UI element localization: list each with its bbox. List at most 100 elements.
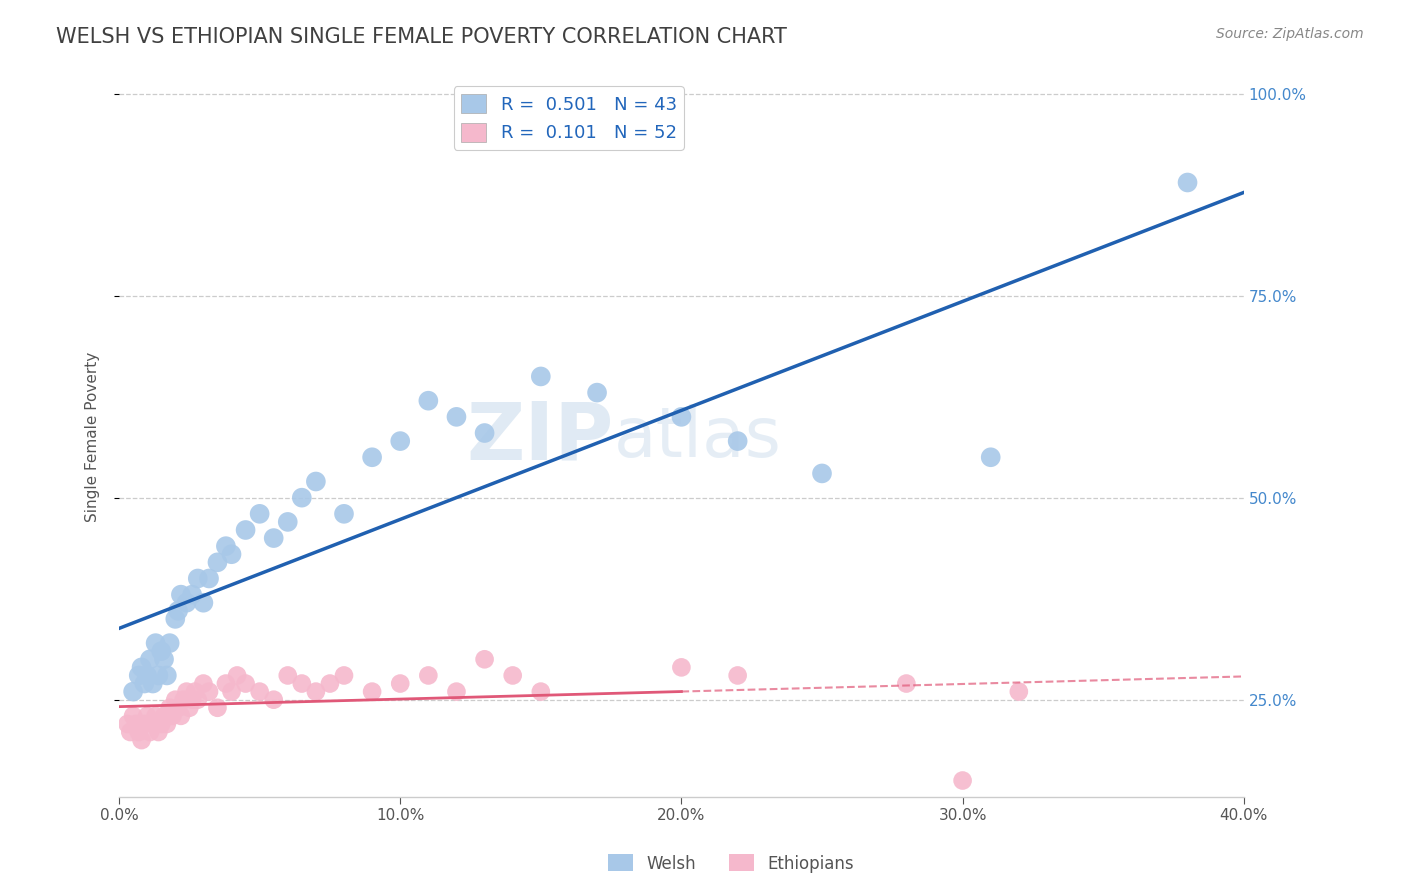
- Point: [291, 491, 314, 505]
- Point: [207, 700, 229, 714]
- Point: [305, 475, 328, 489]
- Point: [136, 668, 159, 682]
- Point: [142, 676, 165, 690]
- Point: [131, 660, 153, 674]
- Point: [134, 676, 156, 690]
- Point: [148, 725, 170, 739]
- Text: atlas: atlas: [614, 403, 782, 471]
- Point: [176, 596, 198, 610]
- Point: [1177, 176, 1199, 190]
- Point: [277, 515, 299, 529]
- Point: [156, 668, 179, 682]
- Point: [167, 604, 190, 618]
- Point: [249, 684, 271, 698]
- Point: [198, 572, 221, 586]
- Point: [148, 668, 170, 682]
- Point: [159, 700, 181, 714]
- Point: [150, 644, 173, 658]
- Text: ZIP: ZIP: [467, 398, 614, 476]
- Legend: Welsh, Ethiopians: Welsh, Ethiopians: [602, 847, 860, 880]
- Point: [153, 709, 176, 723]
- Point: [179, 700, 201, 714]
- Point: [474, 652, 496, 666]
- Point: [159, 636, 181, 650]
- Point: [198, 684, 221, 698]
- Point: [156, 717, 179, 731]
- Point: [530, 684, 553, 698]
- Point: [173, 692, 195, 706]
- Point: [671, 409, 693, 424]
- Point: [131, 733, 153, 747]
- Point: [263, 692, 285, 706]
- Point: [235, 523, 257, 537]
- Point: [120, 725, 142, 739]
- Point: [215, 539, 238, 553]
- Point: [150, 717, 173, 731]
- Point: [671, 660, 693, 674]
- Text: Source: ZipAtlas.com: Source: ZipAtlas.com: [1216, 27, 1364, 41]
- Point: [263, 531, 285, 545]
- Point: [142, 717, 165, 731]
- Point: [586, 385, 609, 400]
- Point: [727, 434, 749, 449]
- Point: [215, 676, 238, 690]
- Point: [128, 668, 150, 682]
- Point: [134, 717, 156, 731]
- Legend: R =  0.501   N = 43, R =  0.101   N = 52: R = 0.501 N = 43, R = 0.101 N = 52: [454, 87, 685, 150]
- Point: [333, 507, 356, 521]
- Point: [193, 676, 215, 690]
- Point: [181, 692, 204, 706]
- Point: [1008, 684, 1031, 698]
- Point: [122, 709, 145, 723]
- Point: [291, 676, 314, 690]
- Point: [170, 709, 193, 723]
- Point: [474, 425, 496, 440]
- Point: [221, 684, 243, 698]
- Point: [361, 450, 384, 465]
- Text: WELSH VS ETHIOPIAN SINGLE FEMALE POVERTY CORRELATION CHART: WELSH VS ETHIOPIAN SINGLE FEMALE POVERTY…: [56, 27, 787, 46]
- Point: [952, 773, 974, 788]
- Y-axis label: Single Female Poverty: Single Female Poverty: [86, 352, 100, 522]
- Point: [446, 684, 468, 698]
- Point: [446, 409, 468, 424]
- Point: [418, 668, 440, 682]
- Point: [167, 700, 190, 714]
- Point: [117, 717, 139, 731]
- Point: [319, 676, 342, 690]
- Point: [184, 684, 207, 698]
- Point: [361, 684, 384, 698]
- Point: [165, 692, 187, 706]
- Point: [896, 676, 918, 690]
- Point: [727, 668, 749, 682]
- Point: [153, 652, 176, 666]
- Point: [170, 588, 193, 602]
- Point: [145, 636, 167, 650]
- Point: [145, 709, 167, 723]
- Point: [139, 725, 162, 739]
- Point: [128, 725, 150, 739]
- Point: [226, 668, 249, 682]
- Point: [277, 668, 299, 682]
- Point: [136, 709, 159, 723]
- Point: [181, 588, 204, 602]
- Point: [502, 668, 524, 682]
- Point: [187, 692, 209, 706]
- Point: [122, 684, 145, 698]
- Point: [162, 709, 184, 723]
- Point: [235, 676, 257, 690]
- Point: [333, 668, 356, 682]
- Point: [125, 717, 148, 731]
- Point: [187, 572, 209, 586]
- Point: [980, 450, 1002, 465]
- Point: [389, 434, 412, 449]
- Point: [389, 676, 412, 690]
- Point: [249, 507, 271, 521]
- Point: [811, 467, 834, 481]
- Point: [207, 555, 229, 569]
- Point: [305, 684, 328, 698]
- Point: [165, 612, 187, 626]
- Point: [139, 652, 162, 666]
- Point: [221, 547, 243, 561]
- Point: [176, 684, 198, 698]
- Point: [418, 393, 440, 408]
